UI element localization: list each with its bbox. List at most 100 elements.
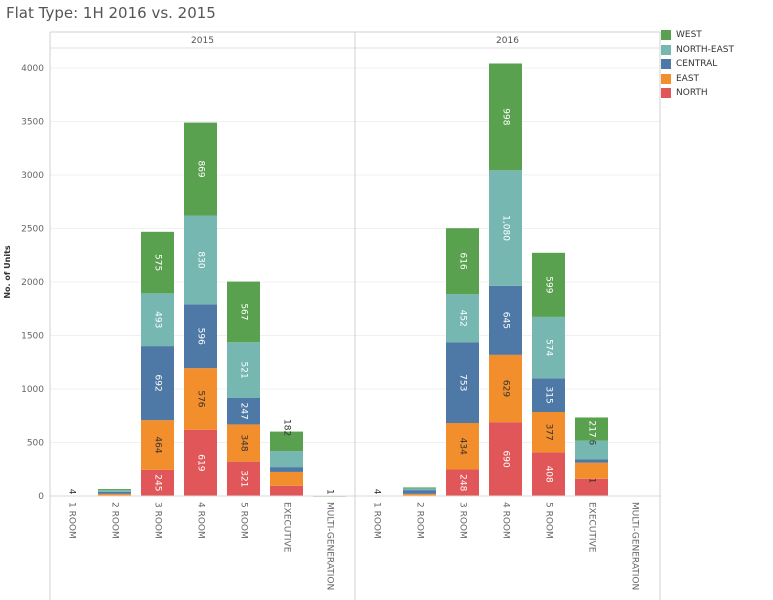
bar-2016-3-room-north-east (446, 294, 479, 343)
bar-2016-3-room-east (446, 423, 479, 470)
data-label-2016-executive-west: 217 (587, 420, 597, 437)
data-label-2016-1-room-central: 4 (372, 489, 382, 495)
data-label-2015-4-room-north: 619 (196, 454, 206, 471)
legend-label: EAST (676, 73, 700, 84)
legend-swatch (661, 73, 671, 84)
data-label-2015-executive-west: 182 (282, 419, 292, 436)
bar-2016-4-room-west (489, 63, 522, 171)
x-tick-label-2015-1-room: 1 ROOM (67, 502, 77, 539)
bar-2015-3-room-west (141, 231, 174, 294)
legend-label: CENTRAL (676, 59, 718, 70)
data-label-2015-4-room-east: 576 (196, 390, 206, 407)
data-label-2016-4-room-north-east: 1,080 (501, 215, 511, 241)
bar-2016-3-room-west (446, 228, 479, 295)
y-tick-label: 3000 (21, 171, 44, 181)
y-tick-label: 3500 (21, 118, 44, 128)
bar-2015-3-room-north-east (141, 293, 174, 347)
x-tick-label-2015-2-room: 2 ROOM (110, 502, 120, 539)
bar-2016-executive-west (575, 417, 608, 441)
x-tick-label-2016-2-room: 2 ROOM (415, 502, 425, 539)
data-label-2016-3-room-north-east: 452 (458, 310, 468, 327)
bar-2015-executive-central (270, 467, 303, 472)
bar-2015-5-room-north-east (227, 342, 260, 398)
x-tick-label-2015-3-room: 3 ROOM (153, 502, 163, 539)
x-tick-label-2015-multi-generation: MULTI-GENERATION (325, 502, 335, 590)
y-tick-label: 1000 (21, 385, 44, 395)
y-axis-label: No. of Units (3, 245, 12, 299)
bar-2016-executive-north-east (575, 440, 608, 460)
x-tick-label-2015-5-room: 5 ROOM (239, 502, 249, 539)
legend-item-north-east[interactable]: NORTH-EAST (661, 43, 771, 58)
bar-2015-5-room-west (227, 281, 260, 343)
y-tick-label: 2000 (21, 278, 44, 288)
legend-swatch (661, 59, 671, 70)
x-tick-label-2015-4-room: 4 ROOM (196, 502, 206, 539)
data-label-2016-5-room-west: 599 (544, 276, 554, 293)
data-label-2015-4-room-central: 596 (196, 328, 206, 345)
bar-2015-3-room-east (141, 420, 174, 470)
bar-2016-5-room-central (532, 378, 565, 413)
bar-2015-4-room-east (184, 368, 217, 430)
y-tick-label: 4000 (21, 64, 44, 74)
data-label-2015-5-room-north-east: 521 (239, 362, 249, 379)
data-label-2015-5-room-east: 348 (239, 434, 249, 451)
legend-label: NORTH (676, 88, 708, 99)
bar-2016-3-room-central (446, 342, 479, 424)
legend-swatch (661, 30, 671, 41)
bar-2016-5-room-north-east (532, 316, 565, 379)
bar-2015-executive-north (270, 485, 303, 496)
bar-2015-2-room-central (98, 491, 131, 494)
legend-item-east[interactable]: EAST (661, 72, 771, 87)
bar-2016-2-room-west (403, 487, 436, 489)
legend-item-central[interactable]: CENTRAL (661, 57, 771, 72)
x-tick-label-2016-1-room: 1 ROOM (372, 502, 382, 539)
bar-2015-4-room-west (184, 122, 217, 216)
data-label-2015-3-room-east: 464 (153, 436, 163, 453)
data-label-2015-3-room-north-east: 493 (153, 311, 163, 328)
legend-label: WEST (676, 30, 702, 41)
data-label-2016-5-room-east: 377 (544, 424, 554, 441)
bar-2016-executive-north (575, 478, 608, 496)
x-tick-label-2016-executive: EXECUTIVE (587, 502, 597, 553)
y-tick-label: 2500 (21, 225, 44, 235)
y-tick-label: 500 (27, 439, 44, 449)
data-label-2015-3-room-central: 692 (153, 375, 163, 392)
bar-2016-5-room-east (532, 412, 565, 453)
x-tick-label-2016-5-room: 5 ROOM (544, 502, 554, 539)
data-label-2016-4-room-west: 998 (501, 108, 511, 125)
data-label-2016-5-room-north: 408 (544, 466, 554, 483)
data-label-2015-5-room-west: 567 (239, 303, 249, 320)
bar-2016-4-room-north (489, 422, 522, 496)
data-label-2016-3-room-east: 434 (458, 438, 468, 455)
x-tick-label-2016-3-room: 3 ROOM (458, 502, 468, 539)
bar-2016-executive-east (575, 462, 608, 479)
x-tick-label-2016-multi-generation: MULTI-GENERATION (630, 502, 640, 590)
data-label-2015-3-room-north: 245 (153, 474, 163, 491)
legend-swatch (661, 44, 671, 55)
legend-item-west[interactable]: WEST (661, 28, 771, 43)
bar-2015-5-room-north (227, 461, 260, 496)
bar-2016-2-room-north-east (403, 487, 436, 491)
bar-2016-3-room-north (446, 469, 479, 496)
bar-2016-5-room-west (532, 252, 565, 317)
bar-2015-executive-north-east (270, 451, 303, 468)
bar-2016-executive-central (575, 459, 608, 463)
panel-title-2016: 2016 (496, 36, 519, 46)
data-label-2015-3-room-west: 575 (153, 254, 163, 271)
bar-2015-2-room-west (98, 489, 131, 491)
bar-2015-2-room-north-east (98, 490, 131, 492)
bar-2016-2-room-east (403, 493, 436, 496)
data-label-2016-5-room-north-east: 574 (544, 339, 554, 356)
x-tick-label-2016-4-room: 4 ROOM (501, 502, 511, 539)
panel-title-2015: 2015 (191, 36, 214, 46)
bar-2015-4-room-central (184, 304, 217, 369)
data-label-2015-5-room-north: 321 (239, 470, 249, 487)
bar-2015-4-room-north (184, 429, 217, 496)
bar-2015-5-room-east (227, 424, 260, 462)
bar-2015-3-room-central (141, 346, 174, 421)
data-label-2016-4-room-east: 629 (501, 380, 511, 397)
data-label-2015-5-room-central: 247 (239, 403, 249, 420)
legend-item-north[interactable]: NORTH (661, 86, 771, 101)
bar-2016-4-room-north-east (489, 170, 522, 286)
